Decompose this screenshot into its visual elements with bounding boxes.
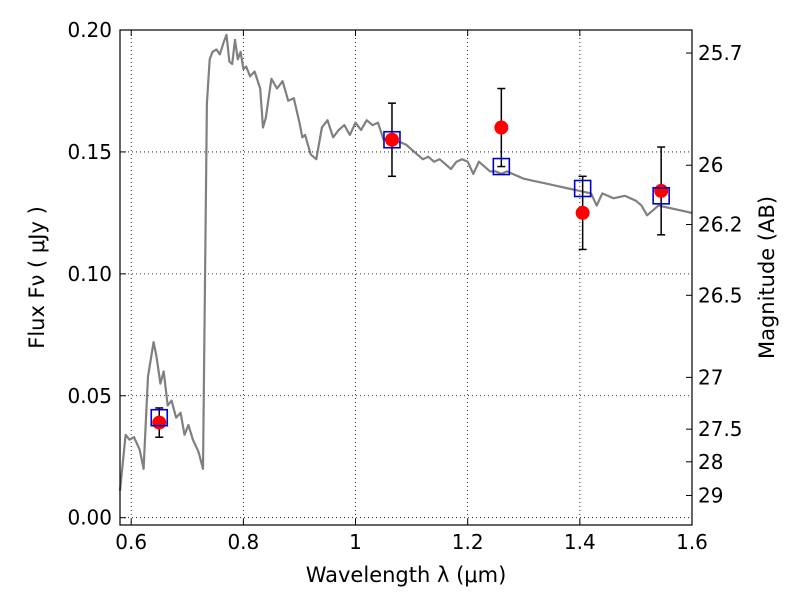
- y-tick-label: 0.05: [67, 384, 112, 408]
- mag-tick-label: 29: [698, 483, 723, 507]
- mag-tick-label: 26.5: [698, 283, 743, 307]
- x-tick-label: 1: [349, 530, 362, 554]
- mag-tick-label: 26.2: [698, 213, 743, 237]
- y-tick-label: 0.00: [67, 506, 112, 530]
- observed-point: [152, 415, 167, 430]
- axes-layer: 0.6 0.8 1 1.2 1.4 1.6 0.00 0.05 0.10 0.15 0.20 25.7…: [67, 18, 742, 554]
- plot-area-frame: [119, 29, 693, 526]
- observed-point: [575, 205, 590, 220]
- observed-point: [384, 132, 399, 147]
- right-axis-label: Magnitude (AB): [755, 196, 779, 359]
- x-tick-label: 1.2: [452, 530, 484, 554]
- y-tick-label: 0.15: [67, 140, 112, 164]
- x-axis-label: Wavelength λ (μm): [306, 563, 507, 587]
- y-tick-label: 0.10: [67, 262, 112, 286]
- model-point: [573, 179, 592, 198]
- x-tick-label: 0.8: [227, 530, 259, 554]
- data-points-layer: [150, 87, 670, 438]
- mag-tick-label: 25.7: [698, 41, 743, 65]
- x-tick-label: 1.6: [676, 530, 708, 554]
- observed-point: [654, 183, 669, 198]
- model-point: [150, 408, 169, 427]
- x-tick-label: 1.4: [564, 530, 596, 554]
- observed-point: [494, 120, 509, 135]
- spectrum-layer: [118, 33, 693, 492]
- y-tick-label: 0.20: [67, 18, 112, 42]
- mag-tick-label: 26: [698, 153, 723, 177]
- y-axis-label: Flux Fν ( μJy ): [25, 206, 49, 349]
- spectrum-line: [118, 33, 693, 492]
- model-point: [652, 187, 670, 205]
- mag-tick-label: 27: [698, 365, 723, 389]
- x-tick-label: 0.6: [115, 530, 147, 554]
- grid-lines: [120, 30, 692, 525]
- model-point: [492, 157, 511, 176]
- model-point: [383, 130, 401, 149]
- mag-tick-label: 28: [698, 450, 723, 474]
- mag-tick-label: 27.5: [698, 417, 743, 441]
